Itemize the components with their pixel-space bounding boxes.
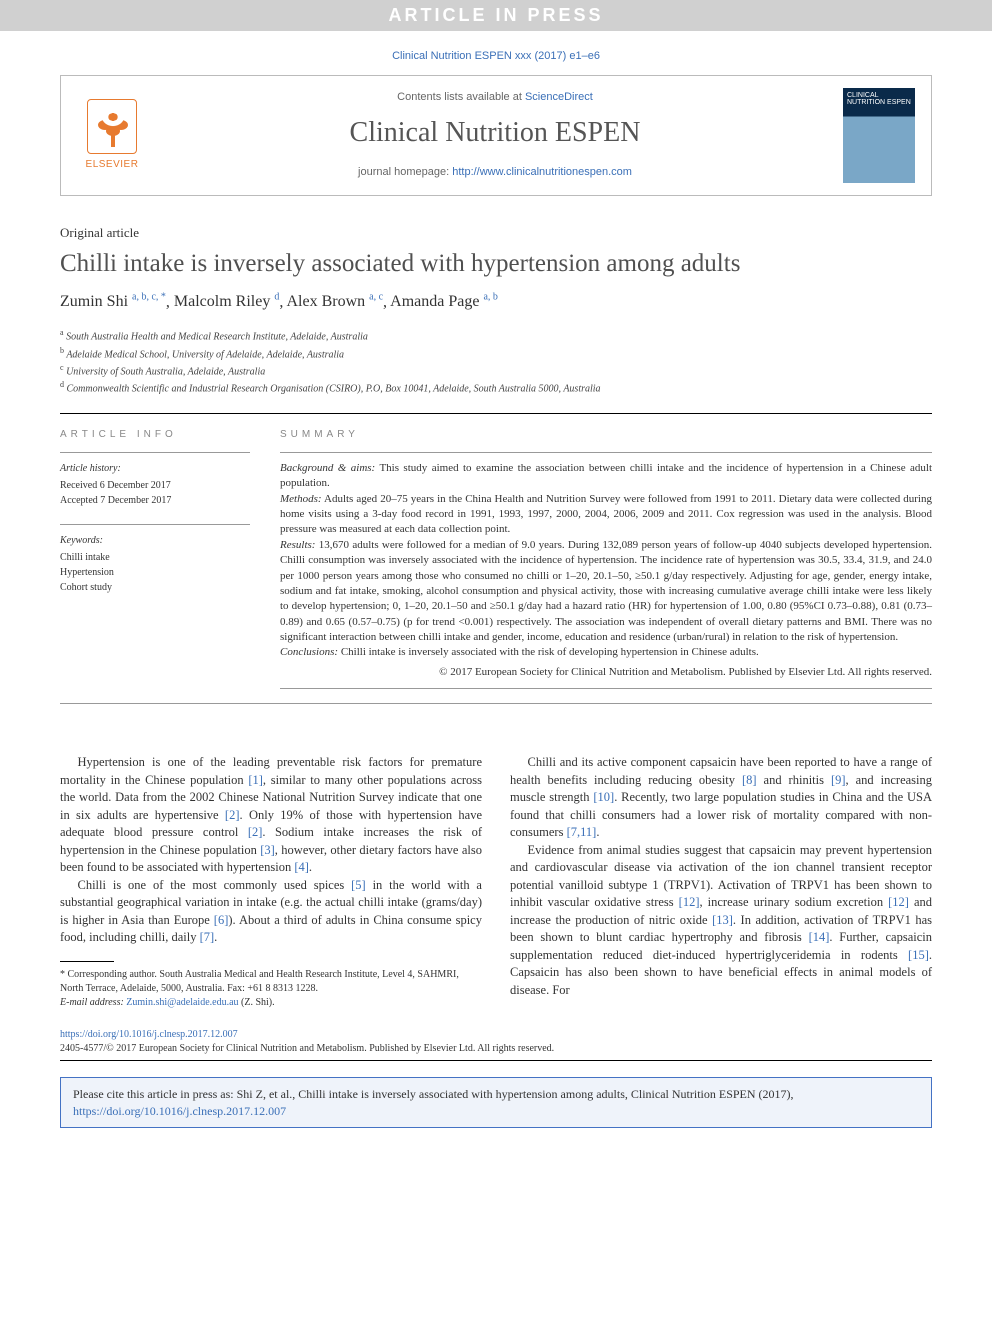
journal-name: Clinical Nutrition ESPEN	[163, 113, 827, 152]
divider	[60, 413, 932, 414]
divider	[60, 452, 250, 453]
article-type: Original article	[60, 224, 932, 242]
summary-text: This study aimed to examine the associat…	[280, 462, 932, 489]
homepage-prefix: journal homepage:	[358, 166, 452, 178]
accepted-date: Accepted 7 December 2017	[60, 493, 250, 508]
affiliation: c University of South Australia, Adelaid…	[60, 362, 932, 379]
elsevier-logo: ELSEVIER	[77, 93, 147, 178]
author-name: Alex Brown	[286, 293, 365, 310]
citation-box: Please cite this article in press as: Sh…	[60, 1077, 932, 1129]
divider	[280, 452, 932, 453]
affil-text: Adelaide Medical School, University of A…	[66, 349, 344, 360]
email-link[interactable]: Zumin.shi@adelaide.edu.au	[126, 997, 238, 1008]
info-summary-row: ARTICLE INFO Article history: Received 6…	[60, 428, 932, 689]
elsevier-text: ELSEVIER	[86, 158, 139, 172]
body-paragraph: Hypertension is one of the leading preve…	[60, 754, 482, 877]
keyword: Cohort study	[60, 580, 250, 595]
author-name: Zumin Shi	[60, 293, 128, 310]
affil-sup: c	[60, 363, 64, 372]
summary-methods: Methods: Adults aged 20–75 years in the …	[280, 492, 932, 538]
summary-label: Conclusions:	[280, 646, 338, 658]
author: Malcolm Riley d	[174, 293, 279, 310]
summary-conclusions: Conclusions: Chilli intake is inversely …	[280, 645, 932, 660]
summary-heading: SUMMARY	[280, 428, 932, 442]
body-column-left: Hypertension is one of the leading preve…	[60, 754, 482, 1010]
journal-masthead: ELSEVIER Contents lists available at Sci…	[60, 75, 932, 196]
affiliation: a South Australia Health and Medical Res…	[60, 327, 932, 344]
summary-background: Background & aims: This study aimed to e…	[280, 461, 932, 492]
body-paragraph: Chilli is one of the most commonly used …	[60, 877, 482, 947]
author-affil-sup: a, b, c, *	[132, 292, 166, 303]
divider	[60, 524, 250, 525]
email-suffix: (Z. Shi).	[239, 997, 275, 1008]
affil-sup: a	[60, 328, 64, 337]
affiliation: b Adelaide Medical School, University of…	[60, 345, 932, 362]
body-two-column: Hypertension is one of the leading preve…	[60, 754, 932, 1010]
summary-text: Chilli intake is inversely associated wi…	[338, 646, 759, 658]
keywords-label: Keywords:	[60, 533, 250, 548]
doi-link[interactable]: https://doi.org/10.1016/j.clnesp.2017.12…	[60, 1029, 238, 1040]
author-affil-sup: a, b	[483, 292, 497, 303]
affiliation-list: a South Australia Health and Medical Res…	[60, 327, 932, 396]
keyword: Chilli intake	[60, 550, 250, 565]
citation-text: Please cite this article in press as: Sh…	[73, 1087, 794, 1101]
citation-doi-link[interactable]: https://doi.org/10.1016/j.clnesp.2017.12…	[73, 1104, 286, 1118]
author-list: Zumin Shi a, b, c, *, Malcolm Riley d, A…	[60, 291, 932, 314]
email-label: E-mail address:	[60, 997, 126, 1008]
affil-text: University of South Australia, Adelaide,…	[66, 366, 265, 377]
corresponding-author-footnote: * Corresponding author. South Australia …	[60, 968, 482, 996]
article-history: Article history: Received 6 December 201…	[60, 461, 250, 508]
footnote-separator	[60, 961, 114, 962]
affiliation: d Commonwealth Scientific and Industrial…	[60, 379, 932, 396]
body-paragraph: Chilli and its active component capsaici…	[510, 754, 932, 842]
summary-copyright: © 2017 European Society for Clinical Nut…	[280, 665, 932, 680]
keyword: Hypertension	[60, 565, 250, 580]
homepage-line: journal homepage: http://www.clinicalnut…	[163, 165, 827, 180]
author-name: Malcolm Riley	[174, 293, 270, 310]
author-affil-sup: a, c	[369, 292, 383, 303]
summary-label: Methods:	[280, 493, 322, 505]
author: Alex Brown a, c	[286, 293, 383, 310]
affil-sup: d	[60, 380, 64, 389]
contents-available-line: Contents lists available at ScienceDirec…	[163, 90, 827, 105]
article-info-column: ARTICLE INFO Article history: Received 6…	[60, 428, 250, 689]
divider	[280, 688, 932, 689]
summary-text: 13,670 adults were followed for a median…	[280, 539, 932, 643]
received-date: Received 6 December 2017	[60, 478, 250, 493]
summary-label: Results:	[280, 539, 315, 551]
journal-cover-thumbnail: CLINICAL NUTRITION ESPEN	[843, 88, 915, 183]
citation-header: Clinical Nutrition ESPEN xxx (2017) e1–e…	[0, 31, 992, 74]
issn-copyright: 2405-4577/© 2017 European Society for Cl…	[60, 1043, 554, 1054]
article-info-heading: ARTICLE INFO	[60, 428, 250, 442]
doi-copyright-block: https://doi.org/10.1016/j.clnesp.2017.12…	[60, 1028, 932, 1061]
author: Amanda Page a, b	[390, 293, 498, 310]
email-footnote: E-mail address: Zumin.shi@adelaide.edu.a…	[60, 996, 482, 1010]
summary-results: Results: 13,670 adults were followed for…	[280, 538, 932, 646]
body-paragraph: Evidence from animal studies suggest tha…	[510, 842, 932, 1000]
sciencedirect-link[interactable]: ScienceDirect	[525, 91, 593, 103]
summary-text: Adults aged 20–75 years in the China Hea…	[280, 493, 932, 536]
journal-homepage-link[interactable]: http://www.clinicalnutritionespen.com	[452, 166, 632, 178]
author: Zumin Shi a, b, c, *	[60, 293, 166, 310]
history-label: Article history:	[60, 461, 250, 476]
body-column-right: Chilli and its active component capsaici…	[510, 754, 932, 1010]
keywords-block: Keywords: Chilli intake Hypertension Coh…	[60, 533, 250, 595]
affil-text: South Australia Health and Medical Resea…	[66, 332, 368, 343]
author-name: Amanda Page	[390, 293, 479, 310]
author-affil-sup: d	[274, 292, 279, 303]
affil-text: Commonwealth Scientific and Industrial R…	[67, 384, 601, 395]
article-title: Chilli intake is inversely associated wi…	[60, 246, 932, 281]
summary-label: Background & aims:	[280, 462, 375, 474]
elsevier-tree-icon	[87, 99, 137, 154]
article-in-press-banner: ARTICLE IN PRESS	[0, 0, 992, 31]
affil-sup: b	[60, 346, 64, 355]
contents-prefix: Contents lists available at	[397, 91, 525, 103]
summary-column: SUMMARY Background & aims: This study ai…	[280, 428, 932, 689]
masthead-center: Contents lists available at ScienceDirec…	[163, 90, 827, 180]
divider	[60, 703, 932, 704]
